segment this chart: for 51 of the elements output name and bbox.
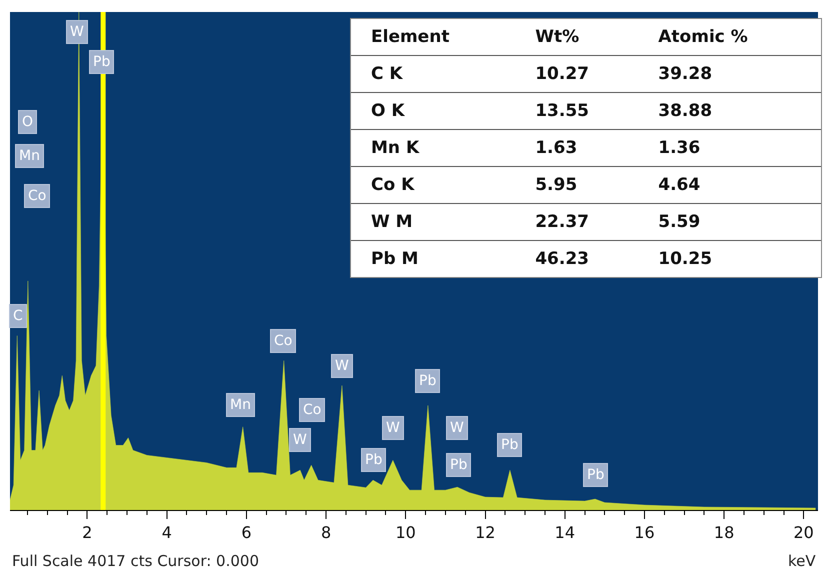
annotation: 38.88	[638, 92, 821, 130]
x-tick-label: 16	[634, 523, 655, 542]
x-tick-label: 8	[320, 523, 332, 542]
annotation: Pb	[93, 54, 110, 70]
annotation: Co	[303, 402, 322, 418]
annotation: 13.55	[515, 92, 638, 130]
x-tick-label: 2	[82, 523, 92, 542]
annotation: 1.63	[515, 130, 638, 166]
annotation: Pb M	[370, 248, 420, 271]
annotation: O K	[351, 92, 516, 130]
annotation: O	[22, 114, 34, 130]
annotation: 46.23	[534, 248, 590, 271]
annotation: 39.28	[638, 56, 821, 92]
annotation: Mn	[19, 148, 40, 164]
x-tick-label: 18	[714, 523, 734, 542]
annotation: W	[335, 358, 349, 374]
annotation: Mn	[230, 397, 251, 413]
annotation: C K	[351, 56, 516, 92]
annotation: Pb	[587, 467, 604, 483]
annotation: Wt%	[515, 19, 638, 56]
x-tick-label: 10	[395, 523, 416, 542]
annotation: W M	[351, 204, 516, 240]
x-axis-title: keV	[788, 552, 816, 570]
annotation: Mn K	[351, 130, 516, 166]
annotation: Pb	[450, 457, 468, 473]
annotation: Pb	[419, 373, 436, 389]
annotation: Co	[274, 333, 292, 349]
annotation: W	[293, 432, 307, 448]
x-tick-label: 20	[793, 523, 814, 542]
annotation: 4.64	[638, 166, 821, 204]
annotation: 5.95	[515, 166, 638, 204]
annotation: W	[386, 420, 400, 436]
annotation: W	[70, 24, 84, 40]
annotation: W	[450, 420, 464, 436]
annotation: 5.59	[638, 204, 821, 240]
annotation: Pb	[365, 452, 382, 468]
annotation: Atomic %	[638, 19, 821, 56]
x-tick-label: 12	[475, 523, 496, 542]
annotation: 1.36	[638, 130, 821, 166]
annotation: Element	[351, 19, 516, 56]
text: Full Scale 4017 cts Cursor: 0.000	[12, 552, 260, 570]
annotation: 10.25	[657, 248, 714, 271]
annotation: Pb	[501, 437, 518, 453]
x-tick-label: 14	[554, 523, 576, 542]
annotation: Co	[28, 188, 46, 204]
x-tick-label: 6	[241, 523, 252, 542]
annotation: Co K	[351, 166, 516, 204]
annotation: 22.37	[515, 204, 638, 240]
x-tick-label: 4	[162, 523, 172, 542]
annotation: C	[13, 308, 23, 324]
annotation: 10.27	[515, 56, 638, 92]
